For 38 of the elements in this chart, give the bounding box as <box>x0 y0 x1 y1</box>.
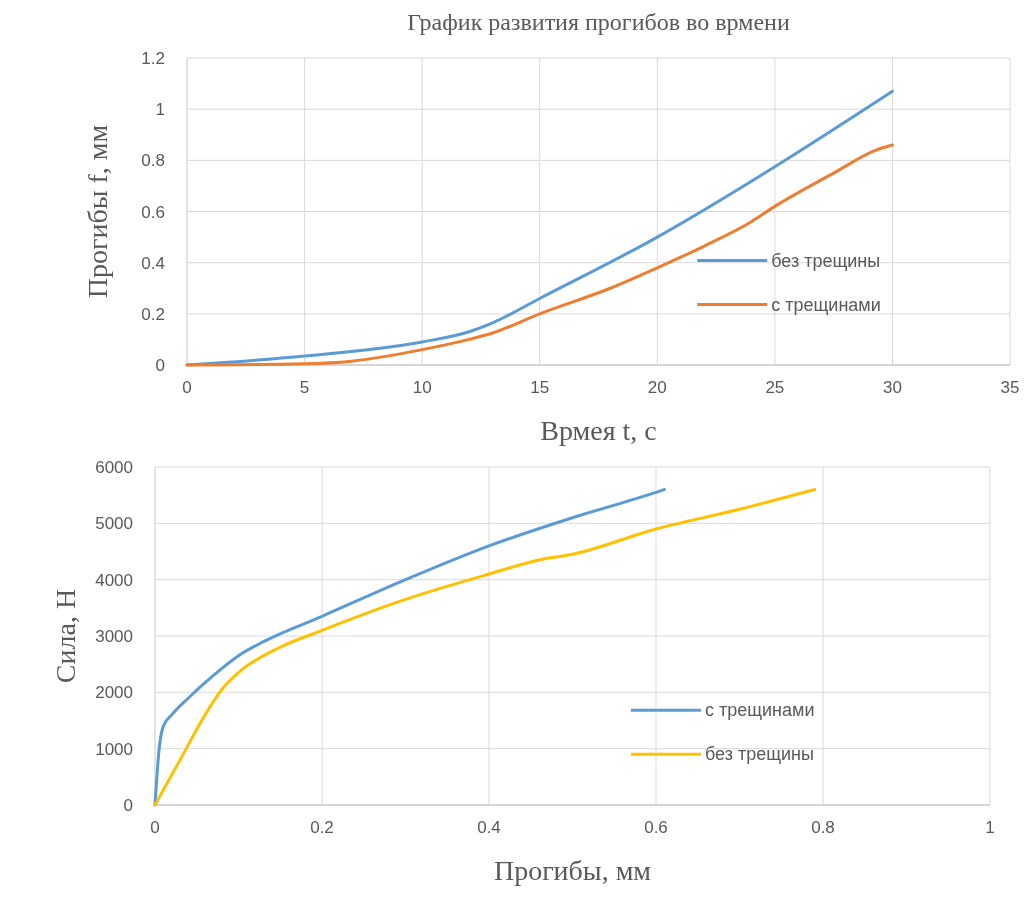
x-tick-label: 5 <box>299 378 310 397</box>
legend-label: с трещинами <box>704 700 815 721</box>
y-tick-label: 1 <box>155 100 165 120</box>
legend-label: без трещины <box>704 744 814 765</box>
y-tick-label: 0 <box>123 796 133 815</box>
x-tick-label: 35 <box>1000 378 1020 397</box>
x-tick-label: 25 <box>765 378 785 397</box>
y-tick-label: 0.4 <box>141 253 165 273</box>
line-series <box>153 488 817 807</box>
x-tick-label: 20 <box>647 378 667 397</box>
y-tick-label: 3000 <box>95 627 133 646</box>
x-tick-label: 0.6 <box>644 818 668 837</box>
chart-title: График развития прогибов во врмени <box>407 9 790 35</box>
x-tick-label: 30 <box>882 378 902 397</box>
y-tick-label: 6000 <box>95 458 133 477</box>
y-tick-label: 1.2 <box>141 49 165 68</box>
x-tick-label: 0.2 <box>310 818 334 837</box>
y-axis-title: Сила, Н <box>50 588 81 684</box>
legend-label: без трещины <box>771 250 881 271</box>
legend-label: с трещинами <box>771 294 881 315</box>
x-tick-label: 0.8 <box>811 818 835 837</box>
y-tick-label: 0.2 <box>141 304 165 324</box>
x-tick-label: 0.4 <box>477 818 501 837</box>
y-tick-label: 2000 <box>95 683 133 703</box>
x-tick-label: 10 <box>412 378 432 397</box>
y-tick-label: 4000 <box>95 570 133 590</box>
x-axis-title: Прогибы, мм <box>493 855 652 886</box>
x-tick-label: 15 <box>530 378 550 397</box>
x-tick-label: 0 <box>182 378 192 397</box>
line-series <box>185 143 894 367</box>
y-tick-label: 0.6 <box>141 202 165 222</box>
y-tick-label: 0.8 <box>141 151 165 171</box>
y-tick-label: 1000 <box>95 739 133 759</box>
x-tick-label: 1 <box>985 818 995 837</box>
x-axis-title: Врмея t, с <box>540 415 657 446</box>
y-axis-title: Прогибы f, мм <box>82 124 113 299</box>
y-tick-label: 0 <box>155 356 165 375</box>
y-tick-label: 5000 <box>95 514 133 534</box>
